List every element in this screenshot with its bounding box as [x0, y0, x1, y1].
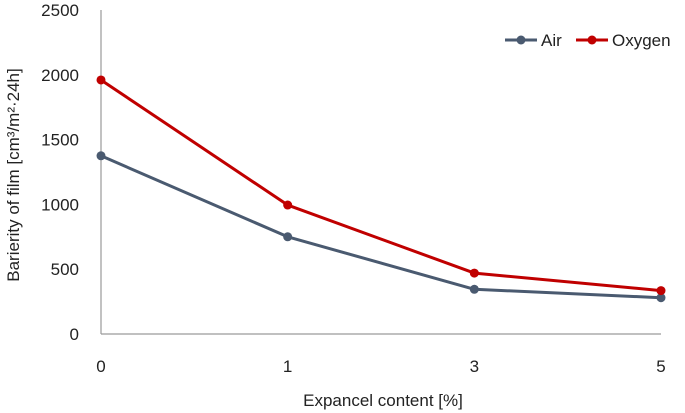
- data-point: [656, 286, 666, 296]
- legend-swatch-marker: [587, 35, 597, 45]
- y-tick-label: 500: [51, 260, 79, 279]
- legend-item: Air: [505, 31, 562, 50]
- legend: Air Oxygen: [505, 31, 671, 50]
- y-tick-label: 2500: [41, 1, 79, 20]
- y-tick-label: 2000: [41, 66, 79, 85]
- legend-item: Oxygen: [576, 31, 671, 50]
- x-tick-label: 5: [656, 357, 665, 376]
- data-point: [96, 75, 106, 85]
- y-axis-ticks: 0 500 1000 1500 2000 2500: [41, 1, 79, 344]
- legend-label: Oxygen: [612, 31, 671, 50]
- y-tick-label: 1000: [41, 195, 79, 214]
- y-axis-title: Barierity of film [cm³/m²·24h]: [4, 68, 23, 281]
- series-oxygen: [96, 75, 666, 296]
- x-tick-label: 0: [96, 357, 105, 376]
- legend-label: Air: [541, 31, 562, 50]
- data-point: [96, 151, 106, 161]
- data-point: [283, 200, 293, 210]
- data-point: [469, 268, 479, 278]
- y-tick-label: 1500: [41, 131, 79, 150]
- legend-swatch-marker: [516, 35, 526, 45]
- y-tick-label: 0: [70, 325, 79, 344]
- series-line: [99, 154, 663, 300]
- series-layer: [96, 75, 666, 303]
- data-point: [656, 293, 666, 303]
- series-line: [99, 78, 663, 293]
- x-tick-label: 3: [470, 357, 479, 376]
- x-axis-title: Expancel content [%]: [303, 391, 463, 410]
- data-point: [469, 284, 479, 294]
- x-tick-label: 1: [283, 357, 292, 376]
- series-air: [96, 151, 666, 303]
- data-point: [283, 232, 293, 242]
- x-axis-ticks: 0 1 3 5: [96, 357, 665, 376]
